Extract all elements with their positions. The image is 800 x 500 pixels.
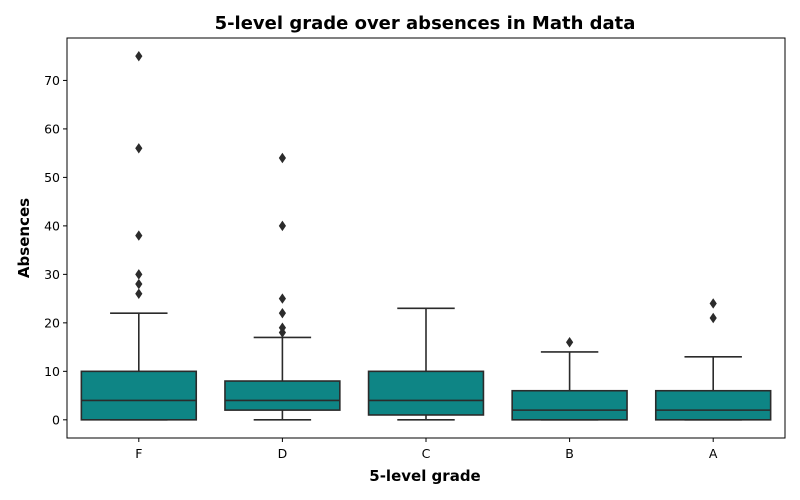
chart-title: 5-level grade over absences in Math data	[215, 13, 636, 34]
outlier-point	[278, 152, 286, 164]
y-tick-label: 30	[44, 267, 60, 282]
box-C	[367, 307, 485, 421]
outlier-point	[278, 293, 286, 304]
x-axis-label: 5-level grade	[369, 467, 480, 485]
y-tick-label: 70	[44, 73, 60, 88]
outlier-point	[135, 288, 143, 299]
outlier-point	[278, 322, 286, 333]
x-tick-label: C	[422, 446, 431, 461]
outlier-point	[135, 50, 143, 62]
box-A	[654, 298, 772, 421]
outlier-point	[135, 143, 143, 154]
y-tick-label: 40	[44, 218, 60, 233]
y-tick-label: 60	[44, 121, 60, 136]
y-tick-label: 50	[44, 170, 60, 185]
y-tick-label: 0	[52, 412, 60, 427]
iqr-box	[224, 380, 341, 411]
x-tick-label: B	[565, 446, 574, 461]
outlier-point	[135, 269, 143, 280]
outlier-point	[278, 220, 286, 232]
y-axis: 0 10 20 30 40 50 60 70	[44, 73, 67, 427]
iqr-box	[654, 389, 772, 421]
outlier-point	[709, 312, 717, 324]
box-D	[224, 152, 341, 421]
outlier-point	[278, 307, 286, 319]
outlier-point	[135, 230, 143, 241]
iqr-box	[80, 370, 198, 421]
plot-area	[80, 50, 772, 421]
x-tick-label: A	[709, 446, 718, 461]
box-F	[80, 50, 198, 421]
box-B	[511, 337, 628, 421]
x-tick-label: F	[135, 446, 142, 461]
y-axis-label: Absences	[15, 198, 33, 278]
y-tick-label: 20	[44, 315, 60, 330]
outlier-point	[709, 298, 717, 309]
iqr-box	[511, 389, 628, 421]
x-tick-label: D	[278, 446, 288, 461]
y-tick-label: 10	[44, 364, 60, 379]
outlier-point	[135, 278, 143, 290]
iqr-box	[367, 370, 485, 416]
outlier-point	[566, 337, 574, 348]
